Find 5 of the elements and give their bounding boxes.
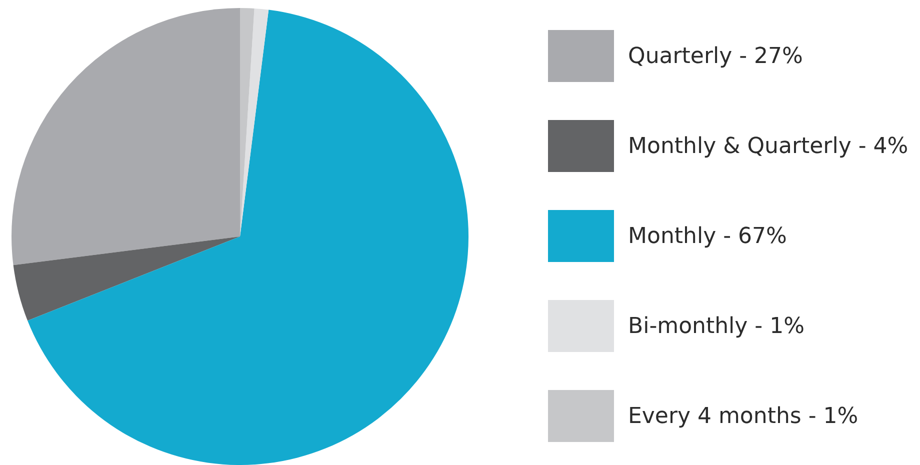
legend-label: Monthly - 67% bbox=[628, 224, 787, 248]
legend-label: Quarterly - 27% bbox=[628, 44, 803, 68]
legend-label: Monthly & Quarterly - 4% bbox=[628, 134, 908, 158]
legend-label: Bi-monthly - 1% bbox=[628, 314, 805, 338]
legend-label: Every 4 months - 1% bbox=[628, 404, 858, 428]
